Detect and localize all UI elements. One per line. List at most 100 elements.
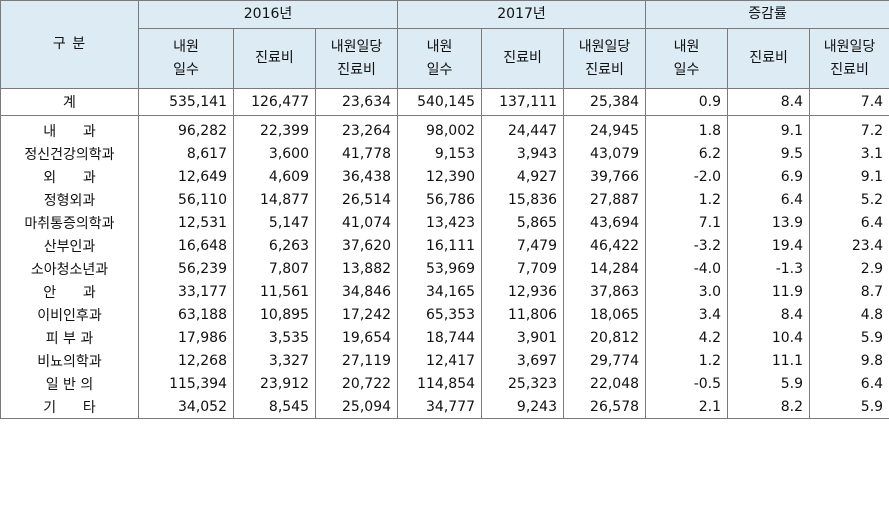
value-cell: 5.9 xyxy=(809,326,889,349)
value-cell: 13.9 xyxy=(727,211,811,234)
value-cell: 34,165 xyxy=(397,280,483,303)
value-cell: 9,243 xyxy=(481,395,565,419)
subheader-line: 내원일당 xyxy=(578,38,631,55)
value-cell: 2.9 xyxy=(809,257,889,280)
value-cell: 5.2 xyxy=(809,188,889,211)
value-cell: 4,927 xyxy=(481,165,565,188)
value-cell: 14,877 xyxy=(233,188,316,211)
value-cell: 22,048 xyxy=(563,372,647,395)
subheader-line: 진료비 xyxy=(585,61,624,78)
value-cell: 8.7 xyxy=(809,280,889,303)
value-cell: 29,774 xyxy=(563,349,647,372)
table-body: 계 535,141 126,477 23,634 540,145 137,111 25,38… xyxy=(0,88,889,419)
table-row: 비뇨의학과 12,268 3,327 27,119 12,417 3,697 29,774 1… xyxy=(0,349,889,372)
value-cell: 9.1 xyxy=(809,165,889,188)
value-cell: 98,002 xyxy=(397,115,483,142)
value-cell: 37,863 xyxy=(563,280,647,303)
row-label: 마취통증의학과 xyxy=(0,211,139,234)
value-cell: 8,545 xyxy=(233,395,316,419)
row-label: 이비인후과 xyxy=(0,303,139,326)
value-cell: 17,986 xyxy=(138,326,234,349)
value-cell: 3,327 xyxy=(233,349,316,372)
subheader-line: 내원 xyxy=(673,38,700,55)
row-label: 외 과 xyxy=(0,165,139,188)
subheader-visit-days: 내원 일수 xyxy=(645,28,729,89)
value-cell: 7.2 xyxy=(809,115,889,142)
value-cell: 8.4 xyxy=(727,88,811,116)
subheader-line: 진료비 xyxy=(749,50,788,66)
value-cell: 24,945 xyxy=(563,115,647,142)
value-cell: 8.4 xyxy=(727,303,811,326)
medical-statistics-table: 구 분 2016년 2017년 증감률 내원 일수 진료비 내원일당 진료비 내원 일… xyxy=(0,0,889,419)
value-cell: 26,514 xyxy=(314,188,399,211)
value-cell: 4,609 xyxy=(233,165,316,188)
table-row: 외 과 12,649 4,609 36,438 12,390 4,927 39,766 -2.… xyxy=(0,165,889,188)
value-cell: 9.8 xyxy=(809,349,889,372)
value-cell: 3,901 xyxy=(481,326,565,349)
value-cell: 6.4 xyxy=(809,372,889,395)
value-cell: 12,649 xyxy=(138,165,234,188)
subheader-line: 내원일당 xyxy=(330,38,383,55)
value-cell: 5.9 xyxy=(809,395,889,419)
subheader-medical-cost: 진료비 xyxy=(233,28,316,89)
value-cell: 3.4 xyxy=(645,303,729,326)
value-cell: 56,239 xyxy=(138,257,234,280)
table-row: 산부인과 16,648 6,263 37,620 16,111 7,479 46,422 -3… xyxy=(0,234,889,257)
value-cell: 6,263 xyxy=(233,234,316,257)
row-label: 피 부 과 xyxy=(0,326,139,349)
group-header-change-rate: 증감률 xyxy=(645,0,889,29)
value-cell: 41,074 xyxy=(314,211,399,234)
value-cell: 17,242 xyxy=(314,303,399,326)
value-cell: 24,447 xyxy=(481,115,565,142)
value-cell: 10.4 xyxy=(727,326,811,349)
value-cell: 7.1 xyxy=(645,211,729,234)
table-row: 소아청소년과 56,239 7,807 13,882 53,969 7,709 14,284… xyxy=(0,257,889,280)
subheader-visit-days: 내원 일수 xyxy=(138,28,234,89)
subheader-cost-per-visit-day: 내원일당 진료비 xyxy=(314,28,399,89)
value-cell: 43,694 xyxy=(563,211,647,234)
table-row: 정형외과 56,110 14,877 26,514 56,786 15,836 27,887… xyxy=(0,188,889,211)
table-header: 구 분 2016년 2017년 증감률 내원 일수 진료비 내원일당 진료비 내원 일… xyxy=(0,0,889,89)
value-cell: 3,535 xyxy=(233,326,316,349)
value-cell: 3.0 xyxy=(645,280,729,303)
table-row: 안 과 33,177 11,561 34,846 34,165 12,936 37,863 3… xyxy=(0,280,889,303)
value-cell: 27,119 xyxy=(314,349,399,372)
value-cell: 37,620 xyxy=(314,234,399,257)
value-cell: 0.9 xyxy=(645,88,729,116)
value-cell: 1.2 xyxy=(645,188,729,211)
value-cell: 36,438 xyxy=(314,165,399,188)
subheader-line: 내원 xyxy=(173,38,199,55)
value-cell: 18,744 xyxy=(397,326,483,349)
subheader-visit-days: 내원 일수 xyxy=(397,28,483,89)
row-label: 비뇨의학과 xyxy=(0,349,139,372)
row-label: 내 과 xyxy=(0,115,139,142)
table-row: 내 과 96,282 22,399 23,264 98,002 24,447 24,945 1… xyxy=(0,115,889,142)
value-cell: 25,323 xyxy=(481,372,565,395)
value-cell: 12,268 xyxy=(138,349,234,372)
value-cell: 56,786 xyxy=(397,188,483,211)
value-cell: 16,111 xyxy=(397,234,483,257)
row-label: 정형외과 xyxy=(0,188,139,211)
value-cell: 20,722 xyxy=(314,372,399,395)
row-label: 산부인과 xyxy=(0,234,139,257)
value-cell: 115,394 xyxy=(138,372,234,395)
value-cell: 4.2 xyxy=(645,326,729,349)
value-cell: 540,145 xyxy=(397,88,483,116)
value-cell: -0.5 xyxy=(645,372,729,395)
value-cell: 53,969 xyxy=(397,257,483,280)
value-cell: 9,153 xyxy=(397,142,483,165)
subheader-line: 내원일당 xyxy=(823,38,876,55)
value-cell: 1.8 xyxy=(645,115,729,142)
value-cell: 5,147 xyxy=(233,211,316,234)
table-row: 마취통증의학과 12,531 5,147 41,074 13,423 5,865 43,69… xyxy=(0,211,889,234)
value-cell: 7,709 xyxy=(481,257,565,280)
value-cell: 39,766 xyxy=(563,165,647,188)
value-cell: 14,284 xyxy=(563,257,647,280)
value-cell: 63,188 xyxy=(138,303,234,326)
value-cell: 13,423 xyxy=(397,211,483,234)
value-cell: 5.9 xyxy=(727,372,811,395)
value-cell: 23.4 xyxy=(809,234,889,257)
value-cell: 11.9 xyxy=(727,280,811,303)
value-cell: 65,353 xyxy=(397,303,483,326)
value-cell: 25,094 xyxy=(314,395,399,419)
